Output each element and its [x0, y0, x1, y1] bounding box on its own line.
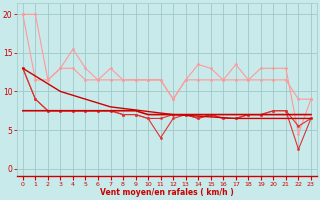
X-axis label: Vent moyen/en rafales ( km/h ): Vent moyen/en rafales ( km/h ) — [100, 188, 234, 197]
